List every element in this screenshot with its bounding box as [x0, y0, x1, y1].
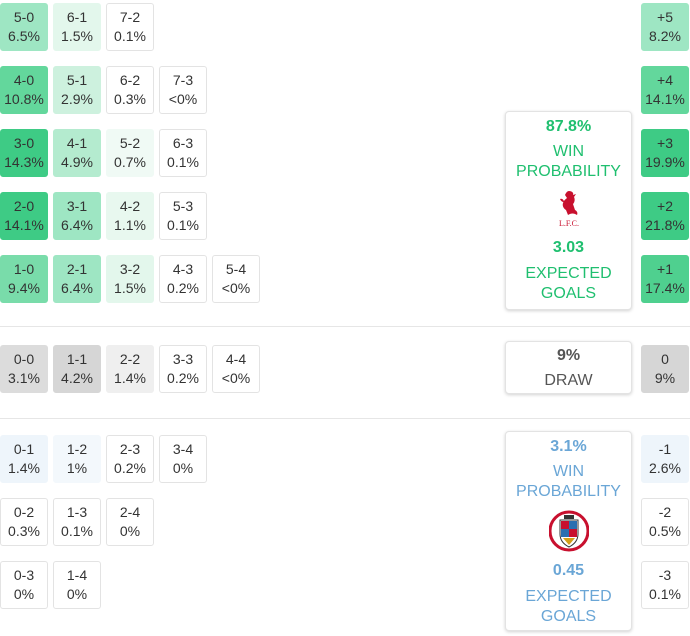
home-win-probability: 87.8% [545, 118, 592, 135]
score-cell: 3-1 6.4% [53, 192, 101, 240]
away-win-probability: 3.1% [550, 438, 587, 455]
draw-probability: 9% [556, 347, 581, 364]
home-xg-label: EXPECTED [525, 265, 612, 282]
score-cell: 5-0 6.5% [0, 3, 48, 51]
away-expected-goals: 0.45 [552, 562, 585, 579]
score-cell: 1-1 4.2% [53, 345, 101, 393]
away-margin-cell: -3 0.1% [641, 561, 689, 609]
away-margin-cell: -1 2.6% [641, 435, 689, 483]
score-cell: 2-3 0.2% [106, 435, 154, 483]
score-cell: 6-2 0.3% [106, 66, 154, 114]
score-cell: 0-0 3.1% [0, 345, 48, 393]
score-cell: 3-2 1.5% [106, 255, 154, 303]
score-cell: 1-2 1% [53, 435, 101, 483]
draw-margin-cell: 0 9% [641, 345, 689, 393]
home-win-label: PROBABILITY [516, 163, 621, 180]
away-xg-label: EXPECTED [525, 588, 612, 605]
section-divider [0, 326, 690, 327]
home-win-label: WIN [552, 143, 585, 160]
score-cell: 0-3 0% [0, 561, 48, 609]
home-expected-goals: 3.03 [552, 239, 585, 256]
score-cell: 3-3 0.2% [159, 345, 207, 393]
home-summary-card: 87.8% WIN PROBABILITY L.F.C. 3.03 EXPECT… [505, 111, 632, 310]
score-cell: 7-2 0.1% [106, 3, 154, 51]
score-cell: 2-1 6.4% [53, 255, 101, 303]
home-margin-cell: +3 19.9% [641, 129, 689, 177]
score-cell: 2-4 0% [106, 498, 154, 546]
home-margin-cell: +5 8.2% [641, 3, 689, 51]
score-cell: 0-2 0.3% [0, 498, 48, 546]
home-xg-label: GOALS [540, 285, 597, 302]
score-cell: 4-0 10.8% [0, 66, 48, 114]
score-cell: 4-3 0.2% [159, 255, 207, 303]
svg-text:L.F.C.: L.F.C. [558, 219, 578, 228]
score-cell: 5-4 <0% [212, 255, 260, 303]
score-cell: 4-2 1.1% [106, 192, 154, 240]
score-cell: 5-3 0.1% [159, 192, 207, 240]
score-cell: 6-3 0.1% [159, 129, 207, 177]
away-win-label: PROBABILITY [516, 483, 621, 500]
away-margin-cell: -2 0.5% [641, 498, 689, 546]
score-cell: 1-3 0.1% [53, 498, 101, 546]
section-divider [0, 418, 690, 419]
home-margin-cell: +2 21.8% [641, 192, 689, 240]
score-cell: 1-0 9.4% [0, 255, 48, 303]
home-margin-cell: +1 17.4% [641, 255, 689, 303]
score-cell: 2-0 14.1% [0, 192, 48, 240]
score-cell: 2-2 1.4% [106, 345, 154, 393]
score-cell: 4-4 <0% [212, 345, 260, 393]
away-xg-label: GOALS [540, 608, 597, 625]
draw-label: DRAW [544, 372, 593, 389]
draw-summary-card: 9% DRAW [505, 341, 632, 394]
score-cell: 5-2 0.7% [106, 129, 154, 177]
home-margin-cell: +4 14.1% [641, 66, 689, 114]
score-cell: 7-3 <0% [159, 66, 207, 114]
score-cell: 3-4 0% [159, 435, 207, 483]
score-cell: 1-4 0% [53, 561, 101, 609]
away-summary-card: 3.1% WIN PROBABILITY 0.45 EXPECTED GOALS [505, 431, 632, 631]
score-cell: 6-1 1.5% [53, 3, 101, 51]
score-cell: 0-1 1.4% [0, 435, 48, 483]
barnsley-crest-icon [548, 510, 589, 558]
liverpool-crest-icon: L.F.C. [556, 189, 582, 235]
score-cell: 4-1 4.9% [53, 129, 101, 177]
score-cell: 5-1 2.9% [53, 66, 101, 114]
away-win-label: WIN [552, 463, 585, 480]
score-cell: 3-0 14.3% [0, 129, 48, 177]
